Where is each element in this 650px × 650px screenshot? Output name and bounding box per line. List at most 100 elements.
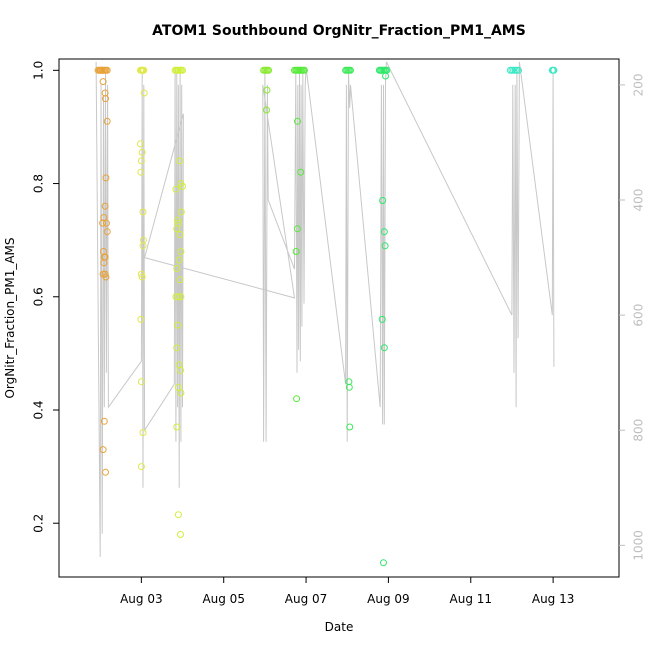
x-axis-label: Date: [325, 620, 354, 634]
y-tick-label: 0.8: [32, 174, 46, 193]
data-point: [379, 197, 387, 204]
x-tick-label: Aug 05: [202, 592, 245, 606]
data-point: [380, 559, 387, 567]
series-6: [375, 66, 391, 567]
axes-layer: Aug 03 Aug 05 Aug 07 Aug 09 Aug 11 Aug 13 0.2 0…: [32, 61, 646, 606]
data-point: [300, 66, 308, 74]
data-point: [137, 157, 145, 165]
plot-frame: [58, 58, 620, 578]
x-tick-label: Aug 07: [285, 592, 328, 606]
y-tick-label: 1.0: [32, 61, 46, 80]
data-point: [102, 219, 110, 227]
data-point: [138, 148, 146, 156]
series-7: [506, 66, 558, 74]
series-4: [291, 66, 308, 403]
data-point: [172, 293, 180, 301]
data-point: [100, 259, 108, 267]
data-point: [137, 168, 145, 176]
data-point: [137, 270, 145, 278]
data-point: [98, 66, 106, 74]
data-point: [138, 273, 146, 281]
y-tick-label: 0.4: [32, 400, 46, 419]
data-point: [265, 66, 273, 74]
x-tick-label: Aug 03: [120, 592, 163, 606]
data-point: [177, 366, 184, 374]
data-point: [177, 208, 185, 216]
data-point: [177, 248, 185, 255]
data-point: [102, 174, 110, 182]
data-point: [263, 106, 270, 114]
data-point: [293, 117, 301, 125]
data-point: [99, 446, 107, 454]
data-point: [137, 463, 145, 471]
data-point: [174, 216, 182, 224]
data-point: [175, 256, 183, 264]
data-point: [137, 378, 145, 386]
data-point: [172, 185, 180, 193]
data-point: [293, 225, 301, 233]
series-3: [260, 66, 273, 114]
data-point: [347, 66, 354, 74]
data-point: [139, 208, 147, 216]
data-point: [137, 140, 144, 148]
data-point: [139, 429, 147, 437]
data-point: [378, 315, 386, 323]
data-point: [173, 265, 181, 272]
data-point: [177, 389, 185, 397]
data-point: [140, 66, 148, 74]
data-point: [177, 531, 184, 538]
data-point: [137, 315, 145, 323]
data-point: [176, 231, 184, 238]
data-point: [99, 219, 107, 227]
data-point: [102, 468, 109, 476]
data-point: [293, 395, 301, 403]
data-point: [101, 270, 109, 278]
y-tick-label: 0.2: [32, 514, 46, 533]
data-point: [174, 293, 182, 301]
data-point: [99, 78, 107, 86]
data-point: [345, 383, 353, 391]
data-point: [173, 423, 181, 431]
y2-tick-label: 1000: [632, 530, 646, 561]
y-tick-label: 0.6: [32, 287, 46, 306]
data-point: [103, 117, 111, 125]
series-1: [137, 66, 148, 471]
points-layer: [94, 66, 558, 567]
data-point: [179, 66, 186, 74]
data-point: [292, 248, 300, 255]
x-tick-label: Aug 13: [532, 592, 575, 606]
y2-tick-label: 200: [632, 73, 646, 96]
data-point: [103, 66, 111, 74]
data-point: [174, 383, 182, 391]
data-point: [297, 168, 305, 176]
data-point: [173, 344, 181, 352]
data-point: [100, 417, 108, 425]
data-point: [380, 344, 388, 352]
y2-tick-label: 800: [632, 419, 646, 442]
data-point: [103, 228, 111, 236]
x-tick-label: Aug 11: [450, 592, 493, 606]
series-0: [94, 66, 111, 476]
data-point: [176, 276, 184, 284]
data-point: [173, 225, 181, 233]
data-point: [381, 242, 389, 250]
data-point: [140, 89, 148, 97]
data-point: [177, 293, 185, 301]
data-point: [102, 95, 109, 103]
data-point: [176, 157, 184, 165]
data-point: [139, 242, 147, 250]
data-point: [515, 66, 522, 74]
data-point: [263, 86, 271, 94]
altitude-trace-line: [95, 61, 555, 557]
data-point: [382, 72, 389, 80]
data-point: [179, 182, 186, 190]
altitude-trace-layer: [95, 61, 555, 557]
y2-tick-label: 600: [632, 304, 646, 327]
y2-tick-label: 400: [632, 189, 646, 212]
data-point: [380, 228, 388, 236]
data-point: [102, 273, 110, 281]
data-point: [101, 202, 109, 210]
chart-title: ATOM1 Southbound OrgNitr_Fraction_PM1_AM…: [152, 23, 526, 39]
data-point: [174, 321, 182, 329]
